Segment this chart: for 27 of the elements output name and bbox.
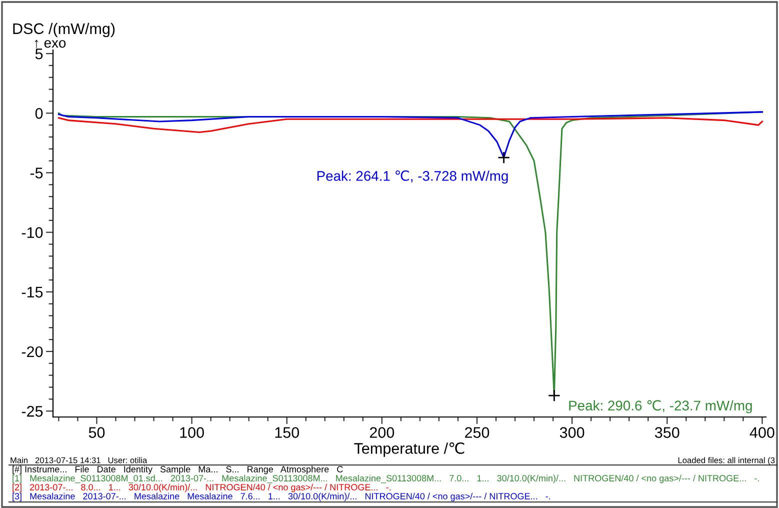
x-tick-label: 400 bbox=[750, 427, 774, 438]
x-tick-label: 100 bbox=[180, 427, 204, 438]
text: [2] 2013-07-... 8.0... 1... 30/10.0(K/min)/... NITROGEN/40 / <no gas>/--- / NITROGE... -. bbox=[12, 484, 390, 492]
y-tick-label: 5 bbox=[35, 48, 43, 60]
y-tick-label: -15 bbox=[22, 286, 43, 298]
text: Loaded files: all internal (3 bbox=[678, 457, 775, 465]
y-tick-label: -20 bbox=[22, 346, 43, 358]
y-tick-label: -5 bbox=[30, 168, 43, 178]
x-tick-label: 350 bbox=[654, 427, 680, 438]
y-axis-title: DSC /(mW/mg) bbox=[13, 22, 115, 38]
y-tick-label: -25 bbox=[22, 406, 43, 417]
y-tick-label: -10 bbox=[22, 227, 43, 238]
x-tick-label: 50 bbox=[88, 427, 105, 438]
text: [#] Instrume... File Date Identity Sample Ma... S... Range Atmosphere C bbox=[12, 466, 343, 474]
text: Main 2013-07-15 14:31 User: otilia bbox=[10, 457, 148, 464]
x-tick-label: 150 bbox=[275, 427, 300, 438]
y-tick-label: 0 bbox=[35, 108, 43, 119]
text: [3] Mesalazine 2013-07-... Mesalazine Mesalazine 7.6... 1... 30/10.0(K/min)/... NITROGEN/40 / <no gas>/--- / NITROGE... -. bbox=[12, 492, 550, 502]
annotation: Peak: 264.1 ℃, -3.728 mW/mg bbox=[317, 170, 508, 184]
text: [1] Mesalazine_S0113008M_01.sd... 2013-07-... Mesalazine_S0113008M... Mesalazine_S0113008M... 7.0... 1... 30/10.0(K/min)/... NITROGEN/40 / <no gas>/--- / NITROGE... -. bbox=[12, 474, 759, 484]
text: ↑ exo bbox=[34, 40, 66, 48]
annotation: Peak: 290.6 ℃, -23.7 mW/mg bbox=[569, 400, 752, 414]
x-axis-title: Temperature /℃ bbox=[354, 442, 464, 457]
line-series bbox=[58, 117, 763, 133]
x-tick-label: 250 bbox=[465, 427, 490, 438]
x-tick-label: 300 bbox=[560, 427, 584, 438]
x-tick-label: 200 bbox=[370, 427, 394, 438]
